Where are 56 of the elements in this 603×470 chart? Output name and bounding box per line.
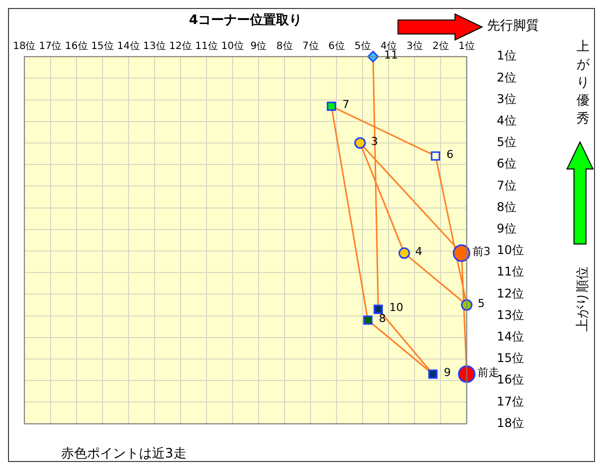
point bbox=[458, 365, 476, 383]
y-tick-label: 10位 bbox=[496, 243, 524, 258]
text: 上がり優秀 bbox=[576, 39, 590, 126]
x-axis-title: 4コーナー位置取り bbox=[189, 13, 302, 28]
x-tick-label: 13位 bbox=[143, 40, 166, 52]
x-tick-label: 17位 bbox=[39, 40, 62, 52]
annotation: 4 bbox=[415, 245, 422, 258]
x-tick-label: 3位 bbox=[406, 40, 423, 52]
y-tick-label: 17位 bbox=[496, 394, 524, 408]
x-tick-label: 12位 bbox=[169, 40, 192, 52]
text: 先行脚質 bbox=[487, 18, 539, 34]
point bbox=[428, 369, 438, 379]
y-tick-label: 12位 bbox=[496, 286, 524, 300]
x-tick-label: 5位 bbox=[354, 40, 371, 52]
annotation: 8 bbox=[378, 312, 386, 325]
y-tick-label: 8位 bbox=[496, 200, 516, 214]
x-tick-label: 14位 bbox=[117, 40, 140, 52]
y-tick-label: 2位 bbox=[496, 70, 516, 84]
x-tick-label: 7位 bbox=[302, 40, 319, 52]
point bbox=[374, 304, 383, 314]
x-tick-label: 2位 bbox=[432, 40, 449, 52]
x-tick-label: 8位 bbox=[276, 40, 293, 52]
x-tick-label: 18位 bbox=[12, 40, 36, 52]
annotation: 5 bbox=[478, 296, 485, 310]
point bbox=[326, 102, 336, 111]
point bbox=[430, 151, 440, 161]
annotation: 9 bbox=[444, 366, 451, 379]
y-tick-label: 11位 bbox=[496, 264, 524, 279]
y-tick-label: 14位 bbox=[496, 330, 524, 344]
y-tick-label: 7位 bbox=[496, 178, 516, 192]
y-axis-title: 上がり順位 bbox=[575, 266, 590, 332]
x-tick-label: 16位 bbox=[65, 40, 88, 52]
annotation: 10 bbox=[389, 301, 404, 314]
y-tick-label: 3位 bbox=[496, 92, 516, 106]
point bbox=[452, 244, 470, 262]
x-tick-label: 11位 bbox=[195, 40, 218, 52]
annotation: 6 bbox=[446, 148, 454, 161]
y-tick-label: 5位 bbox=[496, 135, 516, 150]
y-tick-label: 18位 bbox=[496, 416, 524, 430]
annotation: 前3 bbox=[472, 245, 491, 258]
x-tick-label: 10位 bbox=[221, 40, 244, 52]
x-tick-label: 9位 bbox=[250, 40, 267, 52]
y-tick-label: 9位 bbox=[496, 222, 516, 236]
y-tick-label: 13位 bbox=[496, 308, 524, 322]
text: 赤色ポイントは近3走 bbox=[61, 446, 186, 462]
point bbox=[398, 247, 410, 259]
point bbox=[354, 137, 366, 149]
x-tick-label: 1位 bbox=[458, 40, 475, 52]
point bbox=[460, 299, 472, 311]
x-tick-label: 15位 bbox=[91, 40, 114, 52]
y-tick-label: 6位 bbox=[496, 156, 516, 171]
y-tick-label: 15位 bbox=[496, 351, 524, 366]
annotation: 7 bbox=[342, 98, 350, 112]
y-tick-label: 4位 bbox=[496, 114, 516, 128]
point bbox=[363, 315, 372, 325]
x-tick-label: 6位 bbox=[328, 40, 345, 52]
